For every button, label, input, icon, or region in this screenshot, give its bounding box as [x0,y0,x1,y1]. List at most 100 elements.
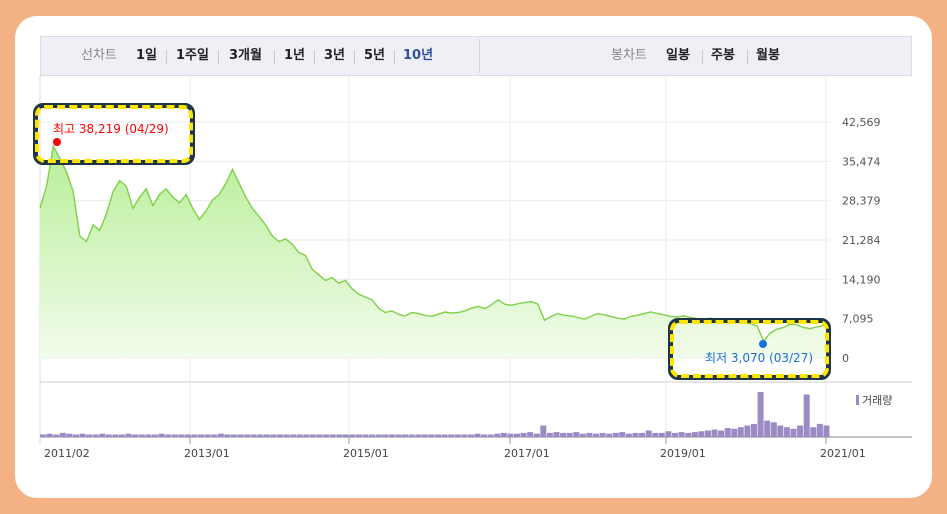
period-5y[interactable]: 5년 [364,48,386,63]
volume-bar [198,434,204,437]
volume-bar [230,434,237,437]
volume-bar [184,434,191,437]
volume-bar [632,432,639,437]
volume-bar [731,428,738,437]
volume-bar [553,432,560,437]
volume-bar [145,434,152,437]
volume-bar [586,432,593,437]
x-axis-labels: 2011/02 2013/01 2015/01 2017/01 2019/01 2021/… [44,447,866,460]
y-tick-label: 7,095 [842,313,874,326]
volume-bar [435,434,441,437]
volume-legend-label: 거래량 [862,394,892,407]
volume-bar [718,430,725,437]
volume-bar [369,434,376,437]
volume-bar [138,434,145,437]
volume-bar [691,432,698,437]
volume-bar [625,433,632,437]
candle-weekly[interactable]: 주봉 [711,48,735,63]
x-tick-label: 2013/01 [184,447,230,460]
volume-bar [810,427,817,437]
volume-bar [527,432,534,437]
volume-bar [356,434,362,437]
line-chart-label: 선차트 [81,48,117,63]
volume-bar [250,434,257,437]
volume-bar [132,434,139,437]
candle-monthly[interactable]: 월봉 [756,48,780,63]
separator [702,50,703,64]
period-3y[interactable]: 3년 [324,48,346,63]
volume-bar [428,434,435,437]
x-tick-label: 2011/02 [44,447,90,460]
high-label: 최고 38,219 (04/29) [53,122,169,136]
y-tick-label: 35,474 [842,155,881,168]
y-tick-label: 42,569 [842,116,881,129]
volume-bar [362,434,369,437]
volume-bar [336,434,343,437]
volume-bar [593,433,599,437]
volume-bar [323,434,330,437]
volume-bar [612,432,619,437]
volume-bar [46,433,53,437]
volume-bar [66,433,73,437]
volume-bar [191,434,198,437]
volume-bar [112,434,119,437]
low-callout-highlight [670,320,829,378]
volume-bar [685,432,692,437]
volume-bar [415,434,422,437]
volume-bar [566,432,573,437]
volume-bar [178,434,185,437]
volume-bar [494,433,501,437]
volume-bar [303,434,310,437]
volume-bar [704,430,711,437]
volume-bar [652,432,659,437]
volume-bar [619,432,626,437]
period-1w[interactable]: 1주일 [176,48,209,63]
volume-bar [606,433,613,437]
volume-bar [388,434,395,437]
volume-bar [454,434,461,437]
volume-bar [658,432,665,437]
volume-bar [777,425,784,437]
volume-bar [665,431,672,437]
volume-bars: 거래량 [40,392,892,437]
volume-bar [481,434,488,437]
period-10y[interactable]: 10년 [403,48,434,63]
volume-bar [171,434,178,437]
volume-bar [816,423,823,437]
volume-bar [487,434,494,437]
volume-bar [263,434,270,437]
period-1d[interactable]: 1일 [136,48,158,63]
volume-bar [408,434,415,437]
x-tick-label: 2017/01 [504,447,550,460]
volume-bar [151,434,158,437]
volume-bar [79,433,86,437]
volume-bar [211,434,218,437]
volume-bar [573,432,580,437]
volume-bar [270,434,277,437]
volume-bar [770,422,777,437]
volume-bar [165,434,172,437]
volume-bar [402,434,409,437]
candle-daily[interactable]: 일봉 [666,48,690,63]
volume-bar [797,425,804,437]
period-1y[interactable]: 1년 [284,48,306,63]
volume-bar [757,392,764,437]
high-low-markers: 최고 38,219 (04/29) 최저 3,070 (03/27) [53,122,813,365]
volume-bar [599,432,606,437]
volume-bar [59,432,66,437]
separator [274,50,275,64]
volume-bar [92,434,99,437]
volume-bar [533,433,540,437]
y-tick-label: 0 [842,352,849,365]
high-callout-highlight [35,105,193,163]
candle-chart-label: 봉차트 [611,48,647,63]
separator [394,50,395,64]
volume-bar [645,430,652,437]
volume-bar [823,425,830,437]
volume-bar [520,432,527,437]
period-3m[interactable]: 3개월 [229,48,262,63]
chart-toolbar: 선차트 1일 1주일 3개월 1년 3년 5년 10년 봉차트 일봉 주봉 월봉 [40,36,912,76]
volume-bar [349,434,356,437]
volume-bar [395,434,402,437]
volume-bar [204,434,211,437]
